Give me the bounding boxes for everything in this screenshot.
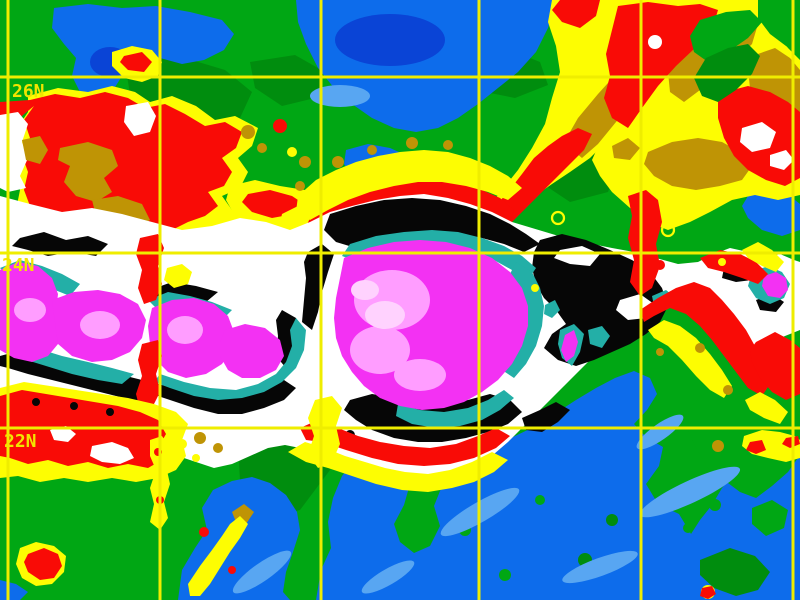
latitude-label-22n: 22N: [4, 431, 37, 452]
latitude-label-26n: 26N: [12, 81, 45, 102]
latitude-labels: 26N 24N 22N: [2, 81, 45, 452]
latitude-label-24n: 24N: [2, 255, 35, 276]
